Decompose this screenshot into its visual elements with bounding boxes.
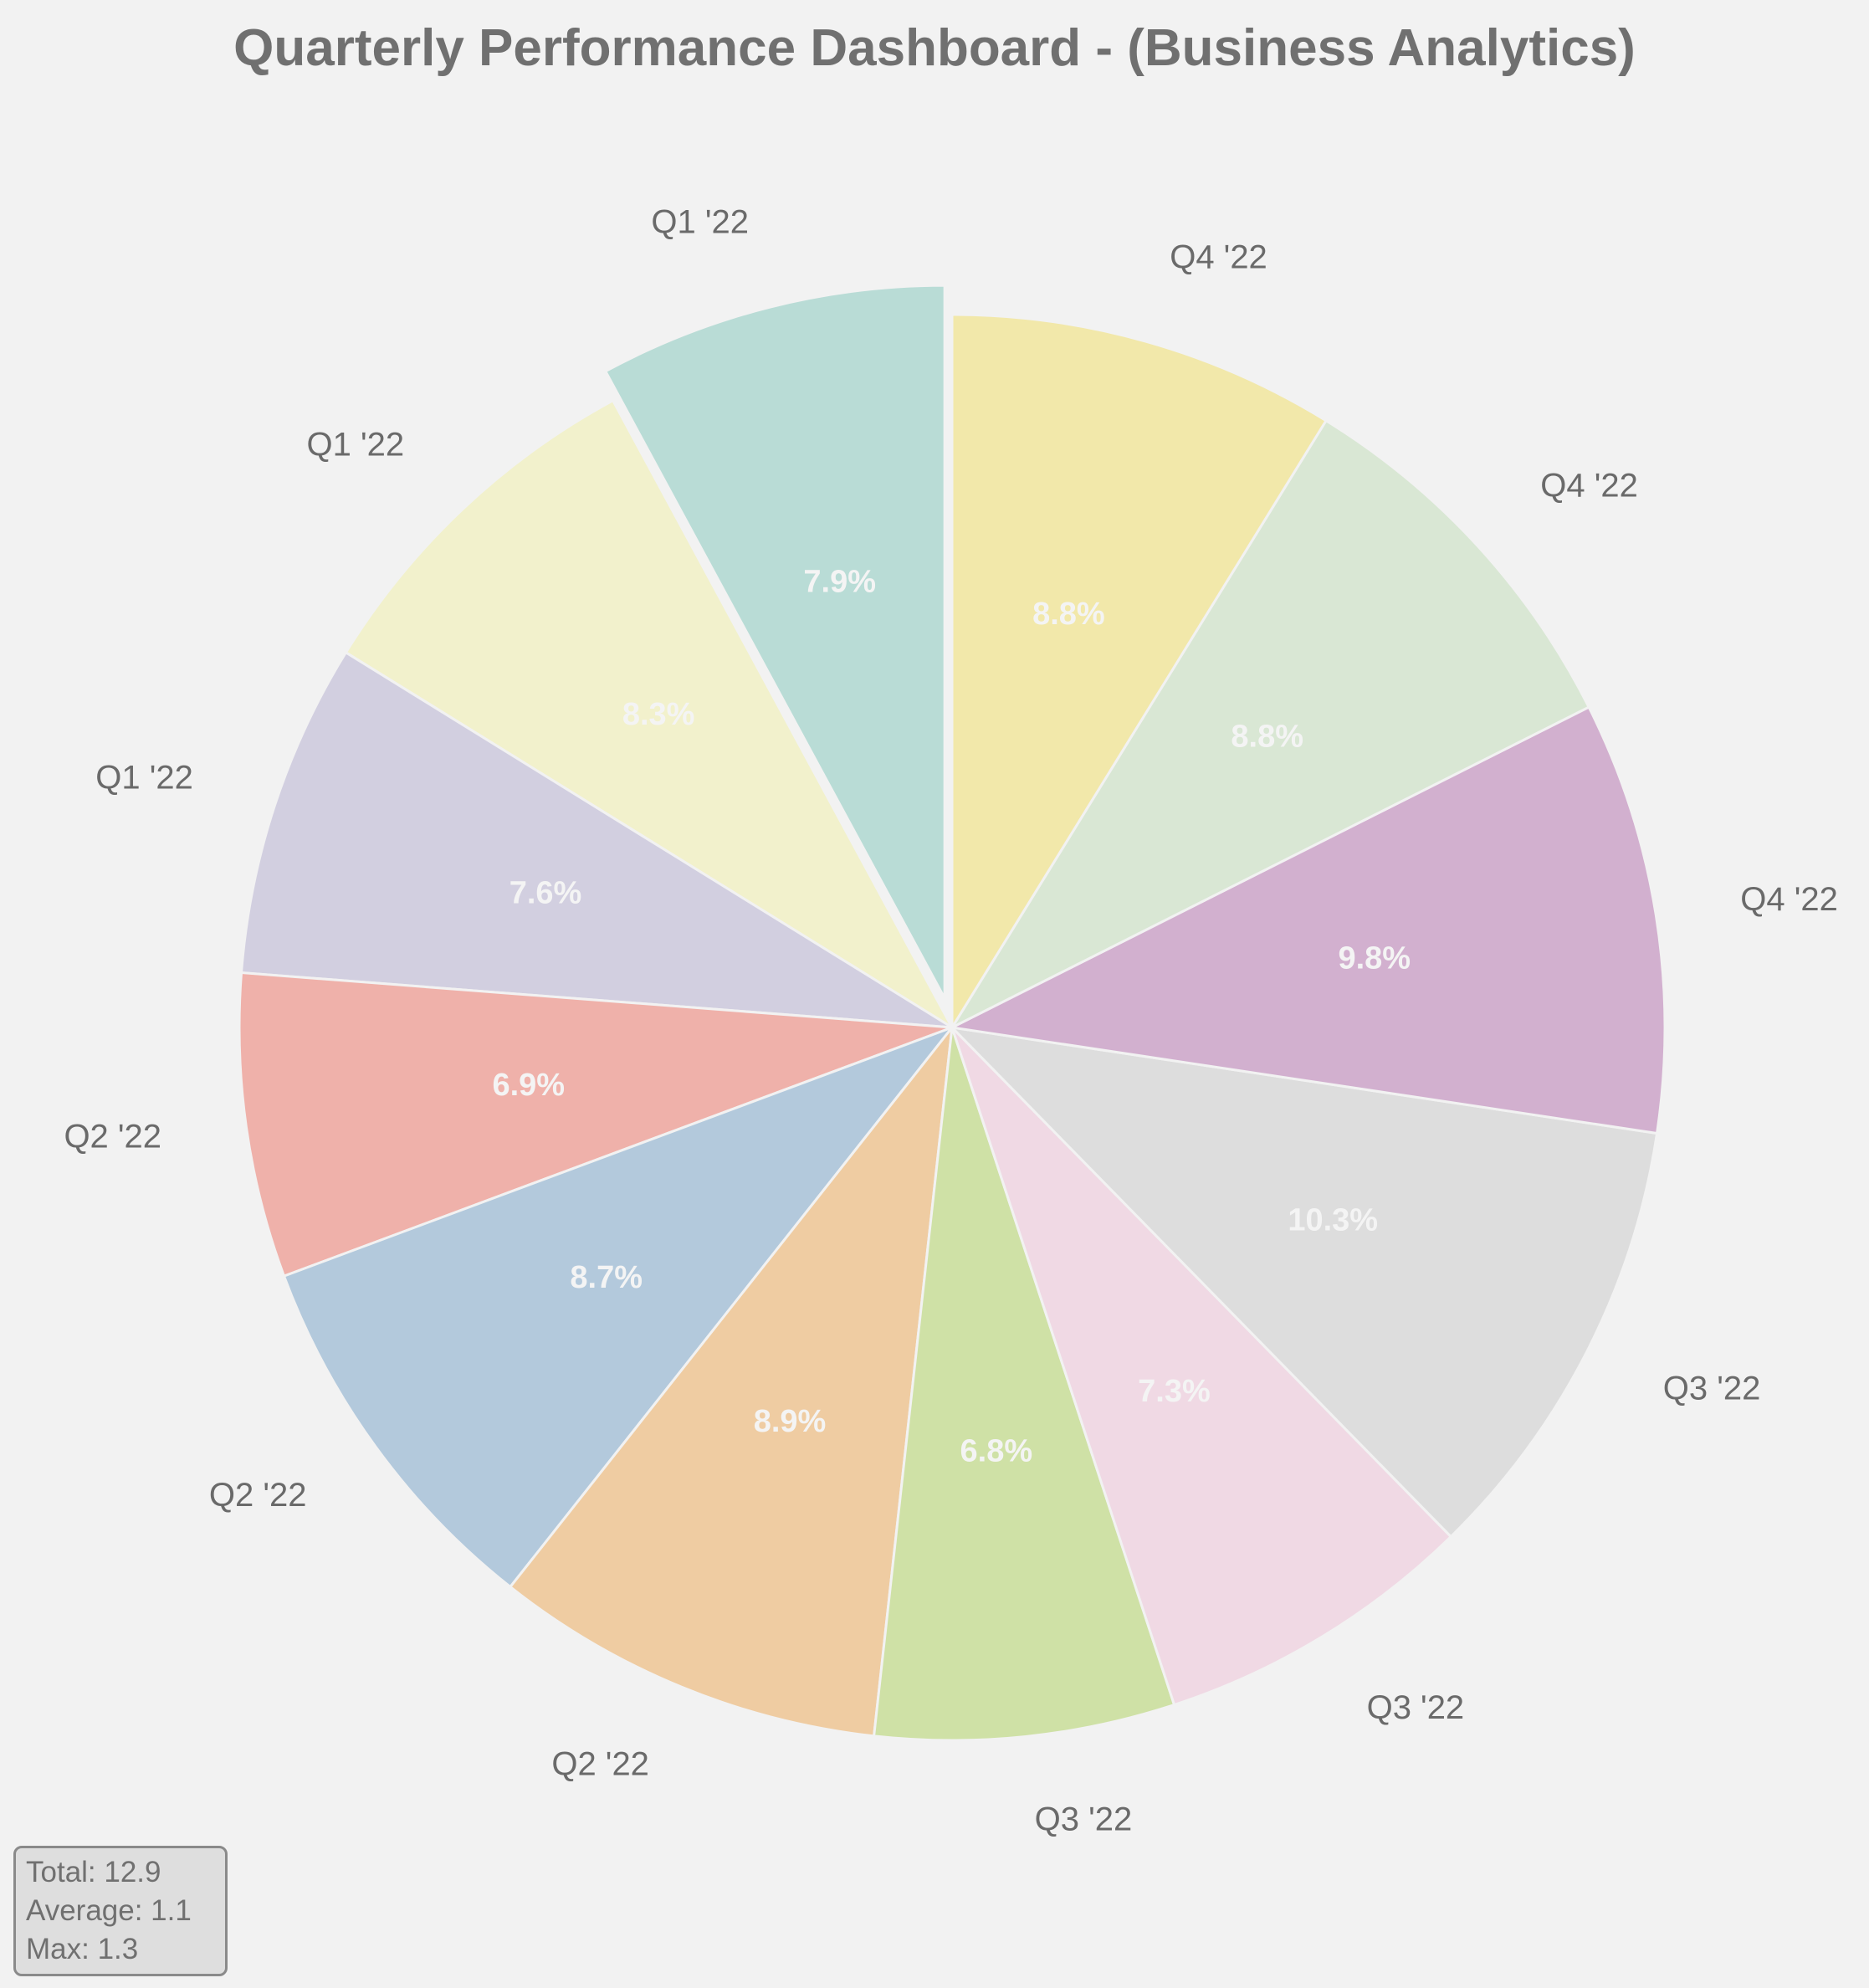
slice-percent-label: 6.9% bbox=[492, 1068, 565, 1103]
slice-percent-label: 8.8% bbox=[1032, 597, 1105, 632]
slice-label: Q1 '22 bbox=[651, 204, 749, 241]
slice-label: Q3 '22 bbox=[1367, 1689, 1465, 1726]
slice-percent-label: 10.3% bbox=[1288, 1203, 1378, 1238]
pie-slice bbox=[948, 1025, 1659, 1539]
pie-slice bbox=[950, 313, 1329, 1032]
slice-label: Q2 '22 bbox=[64, 1118, 161, 1155]
stats-average: Average: 1.1 bbox=[26, 1894, 192, 1927]
pie-slice bbox=[282, 1024, 956, 1589]
pie-slice bbox=[239, 650, 953, 1029]
slice-percent-label: 8.3% bbox=[622, 697, 695, 732]
slice-label: Q3 '22 bbox=[1035, 1801, 1133, 1838]
stats-total: Total: 12.9 bbox=[26, 1856, 161, 1888]
slice-percent-label: 8.7% bbox=[570, 1260, 643, 1295]
chart-title: Quarterly Performance Dashboard - (Busin… bbox=[233, 19, 1636, 77]
pie-slice bbox=[948, 705, 1667, 1135]
slice-label: Q4 '22 bbox=[1740, 881, 1838, 918]
slice-label: Q2 '22 bbox=[551, 1745, 649, 1782]
pie-slice bbox=[948, 418, 1591, 1031]
pie-slice bbox=[872, 1027, 1176, 1742]
pie-slice bbox=[508, 1022, 955, 1738]
slice-percent-label: 8.8% bbox=[1231, 719, 1303, 754]
pie-slice bbox=[344, 398, 955, 1032]
stats-box: Total: 12.9 Average: 1.1 Max: 1.3 bbox=[13, 1846, 228, 1976]
slice-label: Q3 '22 bbox=[1663, 1371, 1761, 1407]
slice-percent-label: 7.3% bbox=[1138, 1374, 1211, 1409]
slice-percent-label: 7.9% bbox=[803, 565, 876, 600]
pie-slice bbox=[950, 1026, 1453, 1707]
slice-percent-label: 7.6% bbox=[509, 875, 582, 910]
stats-max: Max: 1.3 bbox=[26, 1933, 139, 1965]
slice-label: Q4 '22 bbox=[1540, 468, 1638, 505]
slice-percent-label: 9.8% bbox=[1338, 940, 1411, 976]
slice-label: Q1 '22 bbox=[307, 427, 405, 464]
slice-label: Q2 '22 bbox=[209, 1477, 307, 1514]
slice-percent-label: 6.8% bbox=[960, 1433, 1033, 1468]
slice-label: Q4 '22 bbox=[1170, 238, 1267, 275]
slice-label: Q1 '22 bbox=[95, 760, 193, 797]
pie-slice bbox=[238, 971, 953, 1278]
pie-slice bbox=[603, 284, 946, 999]
slice-percent-label: 8.9% bbox=[754, 1404, 827, 1439]
